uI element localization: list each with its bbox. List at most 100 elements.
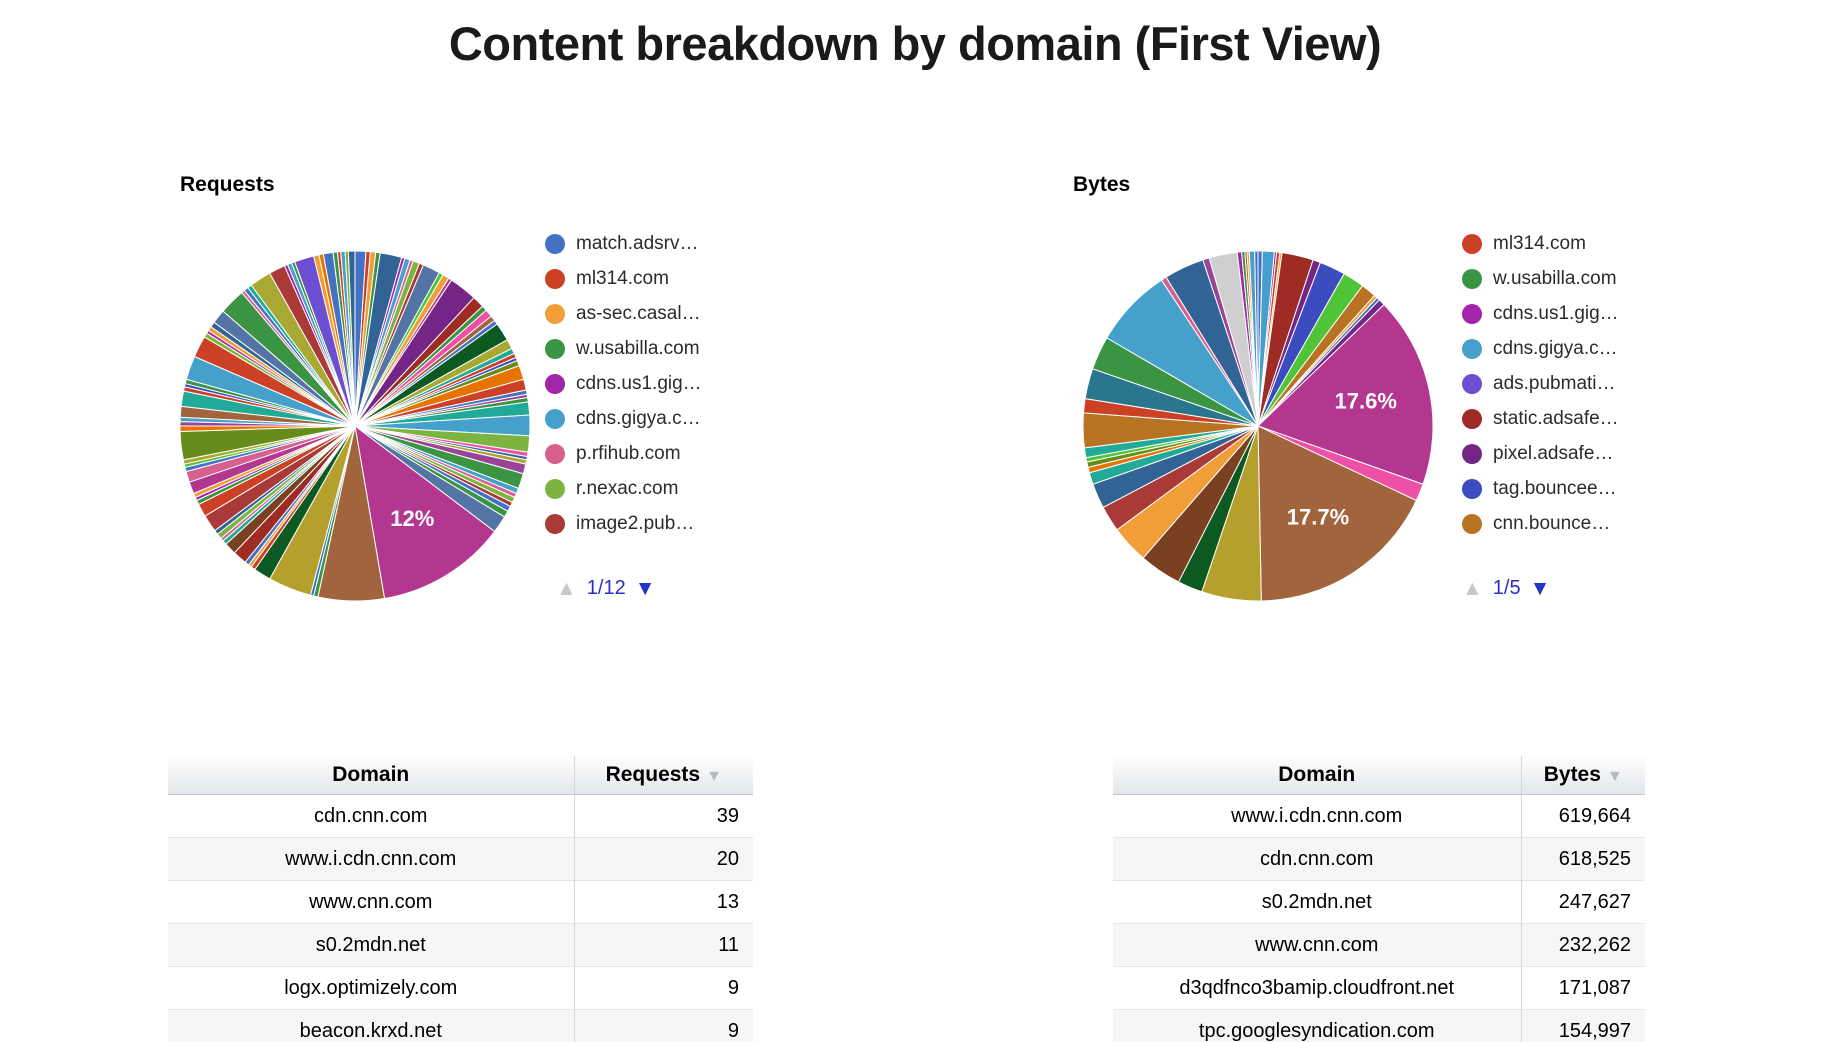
table-row: s0.2mdn.net 247,627 <box>1113 880 1645 924</box>
legend-swatch-icon <box>1462 234 1482 254</box>
domain-column-header[interactable]: Domain <box>1113 756 1521 795</box>
domain-cell: www.i.cdn.cnn.com <box>168 837 574 881</box>
legend-swatch-icon <box>1462 304 1482 324</box>
legend-item-label: static.adsafe… <box>1493 408 1619 429</box>
legend-item[interactable]: image2.pub… <box>545 513 702 534</box>
legend-item-label: cnn.bounce… <box>1493 513 1611 534</box>
legend-item[interactable]: as-sec.casal… <box>545 303 702 324</box>
sort-desc-icon: ▼ <box>1606 768 1623 785</box>
legend-item[interactable]: cnn.bounce… <box>1462 513 1619 534</box>
domain-cell: s0.2mdn.net <box>1113 880 1521 924</box>
legend-swatch-icon <box>545 374 565 394</box>
legend-item-label: cdns.us1.gig… <box>1493 303 1619 324</box>
legend-item[interactable]: match.adsrv… <box>545 233 702 254</box>
table-row: www.i.cdn.cnn.com 619,664 <box>1113 794 1645 838</box>
table-header-row: Domain Bytes ▼ <box>1113 756 1645 795</box>
table-header-row: Domain Requests ▼ <box>168 756 753 795</box>
legend-item[interactable]: w.usabilla.com <box>1462 268 1619 289</box>
value-cell: 9 <box>573 1009 753 1042</box>
value-cell: 247,627 <box>1520 880 1645 924</box>
value-cell: 619,664 <box>1520 794 1645 838</box>
legend-item[interactable]: p.rfihub.com <box>545 443 702 464</box>
legend-item-label: match.adsrv… <box>576 233 699 254</box>
table-row: s0.2mdn.net 11 <box>168 923 753 967</box>
legend-item[interactable]: r.nexac.com <box>545 478 702 499</box>
legend-item-label: ml314.com <box>576 268 669 289</box>
legend-item-label: pixel.adsafe… <box>1493 443 1614 464</box>
legend-swatch-icon <box>545 479 565 499</box>
legend-item-label: cdns.gigya.c… <box>1493 338 1618 359</box>
value-cell: 13 <box>573 880 753 924</box>
legend-item[interactable]: ml314.com <box>545 268 702 289</box>
legend-item-label: w.usabilla.com <box>576 338 700 359</box>
legend-prev-icon[interactable]: ▲ <box>556 576 577 600</box>
slice-percent-label: 17.6% <box>1335 388 1397 413</box>
legend-swatch-icon <box>1462 409 1482 429</box>
legend-item[interactable]: tag.bouncee… <box>1462 478 1619 499</box>
value-cell: 9 <box>573 966 753 1010</box>
domain-column-header[interactable]: Domain <box>168 756 574 795</box>
legend-item[interactable]: cdns.us1.gig… <box>545 373 702 394</box>
pie-slice[interactable] <box>354 424 496 600</box>
requests-table: Domain Requests ▼ cdn.cnn.com 39 www.i.cdn.… <box>168 756 753 1042</box>
table-row: cdn.cnn.com 618,525 <box>1113 837 1645 881</box>
legend-item-label: r.nexac.com <box>576 478 679 499</box>
legend-swatch-icon <box>545 409 565 429</box>
legend-item[interactable]: ads.pubmati… <box>1462 373 1619 394</box>
domain-cell: s0.2mdn.net <box>168 923 574 967</box>
pie-slice[interactable] <box>1257 303 1434 485</box>
legend-item-label: ml314.com <box>1493 233 1586 254</box>
value-cell: 20 <box>573 837 753 881</box>
table-row: d3qdfnco3bamip.cloudfront.net 171,087 <box>1113 966 1645 1010</box>
legend-item[interactable]: cdns.gigya.c… <box>545 408 702 429</box>
bytes-column-header[interactable]: Bytes ▼ <box>1520 756 1645 795</box>
domain-cell: logx.optimizely.com <box>168 966 574 1010</box>
domain-cell: tpc.googlesyndication.com <box>1113 1009 1521 1042</box>
pie-slice[interactable] <box>1254 250 1259 427</box>
legend-item-label: image2.pub… <box>576 513 695 534</box>
legend-item[interactable]: cdns.us1.gig… <box>1462 303 1619 324</box>
legend-swatch-icon <box>545 514 565 534</box>
legend-swatch-icon <box>1462 269 1482 289</box>
legend-swatch-icon <box>1462 479 1482 499</box>
table-row: cdn.cnn.com 39 <box>168 794 753 838</box>
legend-prev-icon[interactable]: ▲ <box>1462 576 1483 600</box>
requests-chart-title: Requests <box>180 173 275 196</box>
legend-swatch-icon <box>545 269 565 289</box>
domain-cell: www.i.cdn.cnn.com <box>1113 794 1521 838</box>
table-row: www.i.cdn.cnn.com 20 <box>168 837 753 881</box>
legend-item-label: ads.pubmati… <box>1493 373 1616 394</box>
domain-cell: cdn.cnn.com <box>1113 837 1521 881</box>
legend-item[interactable]: cdns.gigya.c… <box>1462 338 1619 359</box>
table-row: logx.optimizely.com 9 <box>168 966 753 1010</box>
legend-item[interactable]: static.adsafe… <box>1462 408 1619 429</box>
domain-cell: www.cnn.com <box>1113 923 1521 967</box>
legend-item-label: as-sec.casal… <box>576 303 701 324</box>
value-cell: 171,087 <box>1520 966 1645 1010</box>
domain-cell: beacon.krxd.net <box>168 1009 574 1042</box>
table-row: tpc.googlesyndication.com 154,997 <box>1113 1009 1645 1042</box>
sort-desc-icon: ▼ <box>706 768 722 785</box>
legend-item[interactable]: pixel.adsafe… <box>1462 443 1619 464</box>
legend-swatch-icon <box>1462 444 1482 464</box>
requests-legend: match.adsrv… ml314.com as-sec.casal… w.usab… <box>545 233 702 549</box>
legend-swatch-icon <box>545 444 565 464</box>
value-cell: 11 <box>573 923 753 967</box>
requests-legend-pager: ▲ 1/12 ▼ <box>556 575 656 601</box>
slice-percent-label: 17.7% <box>1287 504 1349 529</box>
requests-pie-chart[interactable]: 12% <box>177 248 533 604</box>
legend-next-icon[interactable]: ▼ <box>634 576 656 600</box>
bytes-pie-chart[interactable]: 17.6% 17.7% <box>1080 248 1436 604</box>
legend-item[interactable]: ml314.com <box>1462 233 1619 254</box>
table-row: www.cnn.com 13 <box>168 880 753 924</box>
legend-swatch-icon <box>1462 339 1482 359</box>
table-row: www.cnn.com 232,262 <box>1113 923 1645 967</box>
slice-percent-label: 12% <box>390 506 434 531</box>
legend-item[interactable]: w.usabilla.com <box>545 338 702 359</box>
requests-column-header[interactable]: Requests ▼ <box>573 756 753 795</box>
pie-slice[interactable] <box>347 250 356 427</box>
bytes-table: Domain Bytes ▼ www.i.cdn.cnn.com 619,664 cd… <box>1113 756 1645 1042</box>
pie-slice[interactable] <box>1257 425 1418 602</box>
legend-next-icon[interactable]: ▼ <box>1529 576 1551 600</box>
domain-cell: www.cnn.com <box>168 880 574 924</box>
